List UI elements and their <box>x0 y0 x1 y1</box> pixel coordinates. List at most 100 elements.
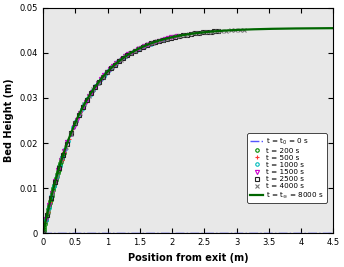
t = 200 s <box>60 156 64 159</box>
t = 200 s <box>62 151 66 155</box>
t = 500 s <box>55 174 59 177</box>
t = 1000 s <box>124 54 128 58</box>
t = 2500 s <box>105 71 109 74</box>
t = 200 s <box>52 183 56 186</box>
t = 4000 s <box>82 103 86 106</box>
t = 1000 s <box>157 39 161 42</box>
t = 500 s <box>110 65 115 68</box>
t = 4000 s <box>146 43 150 46</box>
t = t$_0$ = 0 s <box>331 232 335 235</box>
t = 4000 s <box>187 33 192 36</box>
t = 4000 s <box>160 38 164 41</box>
t = 200 s <box>42 225 46 228</box>
t = 1000 s <box>138 47 142 50</box>
t = 4000 s <box>105 70 109 74</box>
t = t$_{\infty}$ = 8000 s <box>56 170 60 174</box>
t = 500 s <box>122 56 126 59</box>
t = 1000 s <box>60 156 64 159</box>
t = 200 s <box>56 171 60 174</box>
t = 4000 s <box>178 34 182 37</box>
t = 2500 s <box>57 166 61 170</box>
t = 500 s <box>113 63 117 66</box>
t = 500 s <box>117 59 121 62</box>
t = t$_{\infty}$ = 8000 s <box>174 35 179 38</box>
t = 500 s <box>80 106 85 109</box>
t = 200 s <box>47 202 52 205</box>
t = 200 s <box>43 223 47 226</box>
t = 1500 s <box>47 204 51 207</box>
t = 2500 s <box>101 75 105 78</box>
t = 1000 s <box>143 44 147 47</box>
t = 500 s <box>101 75 105 78</box>
t = 500 s <box>99 77 103 81</box>
t = 1000 s <box>146 43 150 46</box>
t = 4000 s <box>59 159 63 162</box>
t = 2500 s <box>141 45 145 48</box>
t = 2500 s <box>169 36 173 39</box>
t = 1500 s <box>53 180 57 183</box>
t = 1500 s <box>163 37 167 41</box>
t = 200 s <box>48 200 52 203</box>
t = 2500 s <box>117 60 121 63</box>
t = 1000 s <box>82 103 86 106</box>
t = t$_0$ = 0 s <box>174 232 179 235</box>
t = 1000 s <box>135 48 139 51</box>
Line: t = t$_{\infty}$ = 8000 s: t = t$_{\infty}$ = 8000 s <box>43 28 333 233</box>
t = 500 s <box>141 45 145 48</box>
t = 1000 s <box>129 51 133 54</box>
t = 200 s <box>53 181 57 184</box>
t = 200 s <box>49 196 53 199</box>
t = 1000 s <box>88 93 92 96</box>
t = 1500 s <box>65 141 69 144</box>
t = 500 s <box>83 102 87 105</box>
t = 200 s <box>52 185 56 188</box>
t = 2500 s <box>61 154 65 157</box>
t = 200 s <box>51 187 55 190</box>
t = 1500 s <box>172 35 176 38</box>
t = 4000 s <box>174 35 178 38</box>
t = 1500 s <box>90 90 94 93</box>
t = 1000 s <box>63 147 67 151</box>
t = 500 s <box>46 210 50 213</box>
t = 1500 s <box>136 48 140 51</box>
Line: t = 1500 s: t = 1500 s <box>41 34 179 235</box>
t = 2500 s <box>81 105 85 108</box>
t = 4000 s <box>210 30 214 33</box>
t = 1500 s <box>123 55 128 58</box>
t = 500 s <box>43 221 47 224</box>
t = 200 s <box>51 190 55 194</box>
t = t$_0$ = 0 s <box>269 232 273 235</box>
t = t$_{\infty}$ = 8000 s <box>331 27 335 30</box>
t = 200 s <box>61 153 65 156</box>
t = 2500 s <box>157 39 161 42</box>
t = 500 s <box>138 46 142 49</box>
t = 500 s <box>125 54 129 57</box>
Line: t = 1000 s: t = 1000 s <box>41 37 166 235</box>
t = 1500 s <box>169 36 173 39</box>
t = 1500 s <box>175 34 179 38</box>
t = 1000 s <box>162 38 166 41</box>
t = 4000 s <box>132 49 137 52</box>
t = 4000 s <box>169 36 173 39</box>
t = t$_{\infty}$ = 8000 s <box>182 33 186 37</box>
t = 4000 s <box>206 30 210 34</box>
t = 4000 s <box>50 191 54 194</box>
t = 500 s <box>115 61 119 64</box>
t = 2500 s <box>77 113 81 116</box>
Line: t = 500 s: t = 500 s <box>41 44 147 235</box>
t = 1500 s <box>108 67 112 70</box>
t = 1000 s <box>68 132 73 136</box>
Line: t = 4000 s: t = 4000 s <box>41 28 246 235</box>
t = 500 s <box>60 158 64 161</box>
t = 1500 s <box>62 149 66 152</box>
t = 200 s <box>46 210 50 213</box>
Legend: t = t$_0$ = 0 s, t = 200 s, t = 500 s, t = 1000 s, t = 1500 s, t = 2500 s, t = 4: t = t$_0$ = 0 s, t = 200 s, t = 500 s, t… <box>247 134 327 203</box>
t = 1500 s <box>50 191 54 194</box>
t = 200 s <box>53 180 57 183</box>
t = 4000 s <box>233 28 237 32</box>
t = 2500 s <box>181 34 185 37</box>
t = 200 s <box>60 157 64 160</box>
t = 200 s <box>47 204 51 207</box>
t = 4000 s <box>142 45 146 48</box>
t = 1000 s <box>101 74 106 77</box>
